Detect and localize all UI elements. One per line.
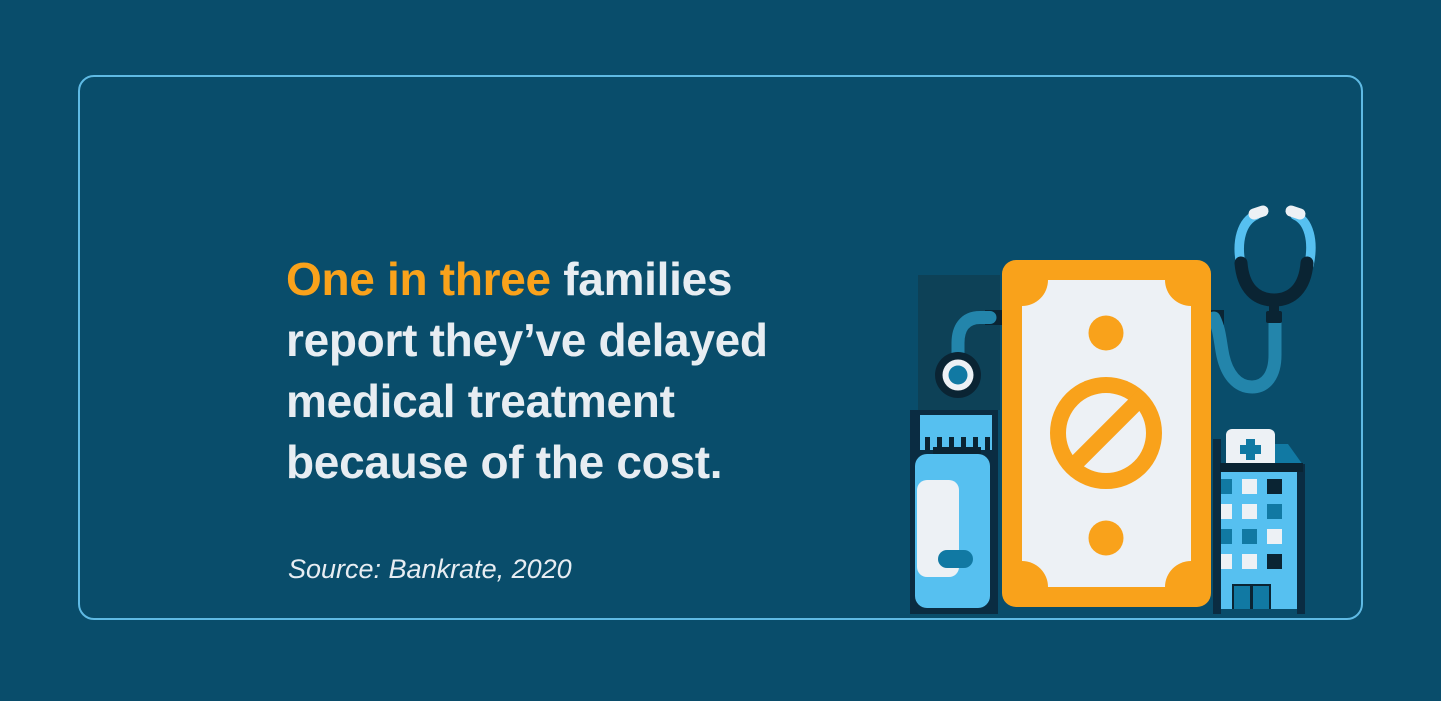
stat-headline: One in three families report they’ve del… (286, 249, 861, 493)
medical-cost-illustration (910, 205, 1316, 614)
stat-card: One in three families report they’ve del… (78, 75, 1363, 620)
bottle-cap-ribs (925, 437, 990, 450)
bill-corner-notches (1022, 280, 1191, 587)
stethoscope-chestpiece (935, 310, 1002, 398)
hospital-building-icon (1213, 429, 1305, 614)
stethoscope-icon (1234, 205, 1316, 323)
prohibition-sign (1050, 377, 1162, 489)
pill-bottle-icon (915, 415, 992, 608)
hospital-windows (1221, 479, 1282, 569)
medical-cross-icon (1240, 439, 1261, 460)
hospital-doors (1232, 584, 1271, 609)
stat-headline-highlight: One in three (286, 253, 551, 305)
stat-headline-rest: families report they’ve delayed medical … (286, 253, 768, 488)
money-bill-prohibited-icon (1002, 260, 1211, 607)
source-citation: Source: Bankrate, 2020 (288, 554, 572, 584)
stethoscope-tube (1207, 310, 1282, 394)
